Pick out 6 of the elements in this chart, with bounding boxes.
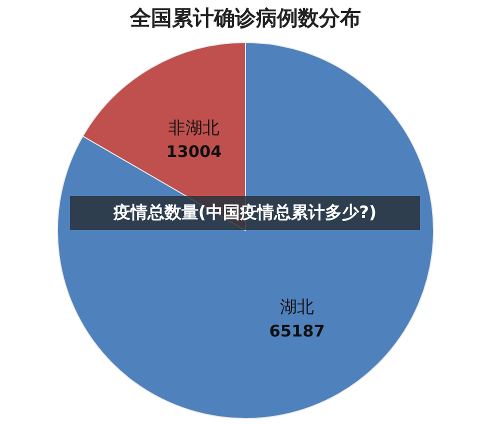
data-label: 13004 [166,142,222,162]
text: 疫情总数量(中国疫情总累计多少?) [70,196,420,230]
slice-label: 湖北 [280,298,314,318]
chart-title: 全国累计确诊病例数分布 [128,4,362,32]
slice-label: 非湖北 [168,118,220,138]
data-label: 65187 [269,321,325,340]
